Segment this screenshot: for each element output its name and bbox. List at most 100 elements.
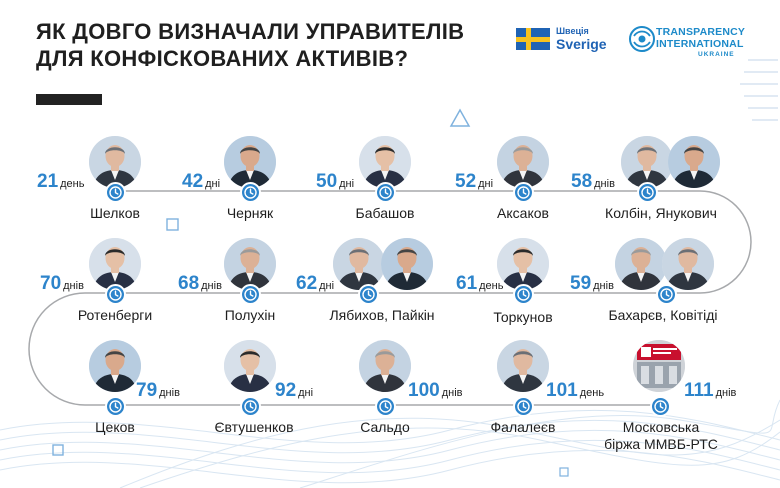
person-name: Фалалеєв [490,419,556,435]
days-number: 101 [546,380,578,401]
portrait-yevtushenkov [224,340,276,392]
days-number: 92 [275,380,297,401]
days-number: 79 [136,380,158,401]
clock-icon [375,396,396,417]
clock-icon [656,284,677,305]
title-line-2: ДЛЯ КОНФІСКОВАНИХ АКТИВІВ? [36,46,409,71]
days-number: 62 [296,273,318,294]
portrait-kolbin [621,136,673,188]
days-unit: дні [205,178,221,190]
days-number: 68 [178,273,200,294]
days-number: 111 [684,380,714,401]
person-name: Ротенберги [77,307,153,323]
ti-logo-line-2: INTERNATIONAL [656,38,744,50]
clock-icon [513,396,534,417]
person-name: Московська біржа ММВБ-РТС [604,419,718,453]
moscow-exchange-photo [633,340,685,392]
days-unit: днів [159,387,180,399]
portrait-rotenberg [89,238,141,290]
portrait-babashov [359,136,411,188]
ti-logo-line-3: UKRAINE [698,51,735,58]
title-underline [36,94,102,105]
days-number: 61 [456,273,478,294]
days-label: 42 дні [182,172,220,191]
clock-icon [358,284,379,305]
person-name: Бабашов [355,205,415,221]
square-icon [166,218,179,231]
days-label: 21 день [37,172,84,191]
days-number: 42 [182,171,204,192]
person-name: Полухін [224,307,276,323]
clock-icon [240,182,261,203]
person-name: Черняк [226,205,274,221]
person-name: Лябихов, Пайкін [329,307,435,323]
portrait-falaleev [497,340,549,392]
days-unit: дні [478,178,494,190]
clock-icon [105,396,126,417]
person-name: Цеков [95,419,135,435]
days-label: 61 день [456,274,503,293]
days-label: 92 дні [275,381,313,400]
days-unit: день [579,387,605,399]
sweden-logo-text: Sverige [556,36,607,52]
days-number: 52 [455,171,477,192]
square-icon [559,467,569,477]
days-label: 52 дні [455,172,493,191]
portrait-bakharev [615,238,667,290]
days-number: 59 [570,273,592,294]
days-label: 59 днів [570,274,614,293]
days-unit: днів [201,280,222,292]
days-unit: днів [594,178,615,190]
days-unit: день [60,178,85,190]
person-name: Аксаков [497,205,549,221]
portrait-aksakov [497,136,549,188]
days-unit: днів [593,280,614,292]
clock-icon [105,182,126,203]
days-label: 100 днів [408,381,462,400]
clock-icon [105,284,126,305]
portrait-saldo [359,340,411,392]
portrait-polukhin [224,238,276,290]
ti-globe-icon [629,26,655,52]
portrait-kovitidi [662,238,714,290]
clock-icon [650,396,671,417]
days-label: 58 днів [571,172,615,191]
clock-icon [240,396,261,417]
page-title: ЯК ДОВГО ВИЗНАЧАЛИ УПРАВИТЕЛІВ ДЛЯ КОНФІ… [36,18,496,72]
person-name: Євтушенков [214,419,294,435]
person-name: Сальдо [360,419,410,435]
portrait-liabikhov [333,238,385,290]
triangle-icon [449,108,471,127]
clock-icon [637,182,658,203]
person-name: Торкунов [493,309,553,325]
days-number: 21 [37,171,59,192]
days-number: 70 [40,273,62,294]
days-unit: днів [63,280,84,292]
portrait-torkunov [497,238,549,290]
name-line-1: Московська [622,419,700,435]
days-number: 100 [408,380,440,401]
sweden-logo-small-text: Швеція [556,26,589,36]
clock-icon [513,182,534,203]
days-number: 58 [571,171,593,192]
days-label: 50 дні [316,172,354,191]
days-label: 70 днів [40,274,84,293]
person-name: Колбін, Янукович [605,205,717,221]
name-line-2: біржа ММВБ-РТС [604,436,718,452]
portrait-cherniak [224,136,276,188]
days-label: 79 днів [136,381,180,400]
days-label: 68 днів [178,274,222,293]
clock-icon [513,284,534,305]
title-line-1: ЯК ДОВГО ВИЗНАЧАЛИ УПРАВИТЕЛІВ [36,19,465,44]
days-label: 111 днів [684,381,736,400]
person-name: Бахарєв, Ковітіді [608,307,718,323]
portrait-tsekov [89,340,141,392]
days-unit: дні [319,280,335,292]
ti-logo-line-1: TRANSPARENCY [656,26,746,38]
days-unit: дні [339,178,355,190]
days-label: 62 дні [296,274,334,293]
days-label: 101 день [546,381,604,400]
days-number: 50 [316,171,338,192]
